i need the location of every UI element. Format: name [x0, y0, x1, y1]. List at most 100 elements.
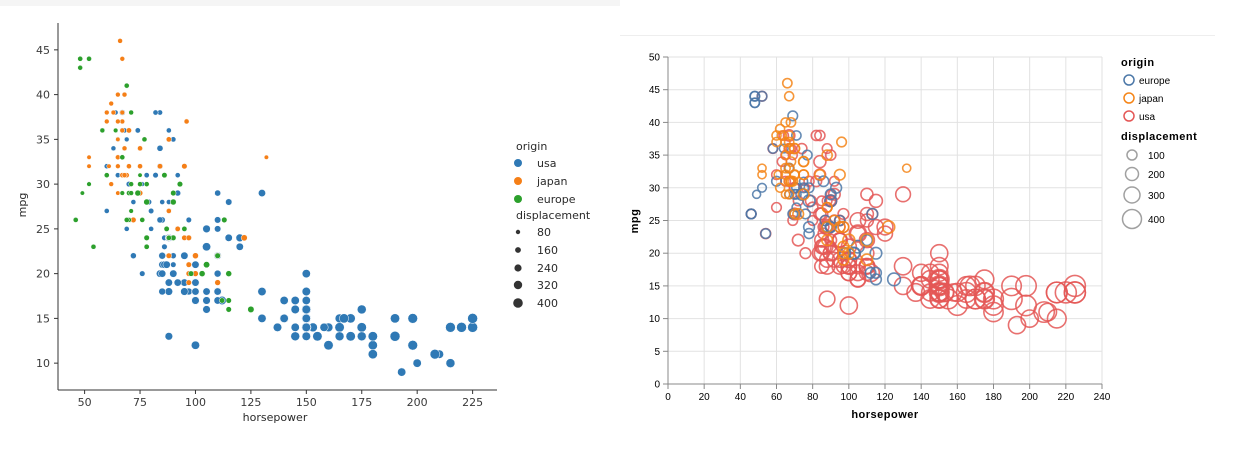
altair-y-tick-label: 0	[654, 380, 660, 391]
seaborn-point-japan	[174, 225, 181, 232]
seaborn-point-usa	[301, 313, 311, 323]
altair-top-divider	[620, 35, 1215, 36]
seaborn-point-usa	[159, 199, 166, 205]
seaborn-x-tick-label: 50	[78, 396, 92, 409]
altair-y-tick-label: 40	[649, 118, 661, 129]
seaborn-point-europe	[247, 305, 255, 313]
seaborn-point-europe	[143, 198, 150, 206]
seaborn-point-europe	[181, 226, 188, 232]
altair-point-japan	[821, 220, 834, 234]
altair-point-usa	[795, 142, 808, 155]
altair-grid	[667, 56, 1103, 385]
altair-legend-japan-label: japan	[1138, 94, 1163, 105]
seaborn-legend-hue-title: origin	[516, 140, 547, 153]
altair-point-europe	[817, 175, 830, 188]
seaborn-point-europe	[219, 297, 226, 304]
altair-point-europe	[869, 266, 883, 279]
seaborn-point-japan	[192, 252, 199, 260]
seaborn-x-tick-label: 100	[185, 396, 206, 409]
altair-x-axis-label: horsepower	[851, 409, 919, 421]
altair-x-ticks: 0 20 40 60 80 100 120 140 160 180 200 220 240	[665, 384, 1111, 403]
seaborn-point-japan	[263, 154, 269, 160]
seaborn-point-usa	[279, 296, 289, 305]
seaborn-point-japan	[157, 163, 163, 170]
altair-x-tick-label: 240	[1094, 392, 1111, 403]
seaborn-top-bar	[0, 0, 620, 6]
altair-y-tick-label: 15	[649, 281, 661, 292]
seaborn-legend-europe-label: europe	[537, 193, 576, 206]
seaborn-point-japan	[165, 252, 172, 259]
seaborn-point-usa	[214, 216, 222, 224]
seaborn-point-japan	[115, 136, 121, 142]
seaborn-point-japan	[185, 279, 192, 286]
altair-legend-size-400-label: 400	[1148, 215, 1165, 226]
altair-point-usa	[893, 256, 913, 276]
seaborn-point-europe	[119, 190, 125, 196]
seaborn-point-europe	[170, 190, 177, 197]
seaborn-legend-size-80-label: 80	[537, 226, 551, 239]
seaborn-y-tick-label: 45	[36, 44, 50, 57]
seaborn-point-usa	[290, 304, 300, 314]
altair-point-japan	[785, 175, 797, 187]
altair-point-europe	[756, 90, 768, 102]
seaborn-point-usa	[148, 207, 155, 214]
seaborn-point-usa	[162, 260, 171, 269]
altair-x-tick-label: 60	[771, 392, 783, 403]
altair-point-japan	[781, 77, 793, 89]
altair-point-usa	[920, 269, 940, 289]
altair-point-japan	[788, 142, 801, 155]
altair-point-usa	[813, 258, 830, 275]
altair-x-tick-label: 0	[665, 392, 671, 403]
seaborn-point-europe	[188, 270, 195, 277]
altair-point-japan	[774, 123, 786, 135]
altair-legend-size-title: displacement	[1121, 131, 1197, 143]
seaborn-point-japan	[185, 261, 192, 268]
altair-point-europe	[798, 182, 810, 194]
seaborn-point-usa	[224, 233, 233, 242]
altair-point-japan	[901, 163, 912, 174]
seaborn-scatter-chart: 50 75 100 125 150 175 200 225 1015202530354045 …	[16, 23, 591, 424]
altair-point-usa	[920, 263, 940, 283]
seaborn-point-usa	[367, 331, 378, 342]
seaborn-point-usa	[202, 296, 211, 305]
altair-point-europe	[790, 188, 802, 200]
altair-point-europe	[787, 110, 799, 122]
seaborn-point-usa	[445, 322, 456, 333]
altair-point-europe	[802, 220, 816, 234]
seaborn-x-tick-label: 75	[133, 396, 147, 409]
seaborn-legend-europe-swatch	[514, 195, 522, 203]
altair-point-japan	[783, 189, 795, 200]
altair-legend-usa-swatch	[1123, 110, 1135, 122]
altair-point-europe	[801, 149, 813, 161]
altair-point-japan	[783, 162, 795, 174]
altair-x-tick-label: 40	[735, 392, 747, 403]
seaborn-point-europe	[143, 243, 150, 250]
altair-point-usa	[1000, 287, 1023, 311]
seaborn-point-japan	[183, 118, 190, 125]
seaborn-point-europe	[143, 234, 150, 241]
seaborn-legend-size-240-swatch	[514, 264, 522, 272]
seaborn-point-europe	[163, 225, 170, 232]
seaborn-point-japan	[108, 181, 114, 187]
seaborn-point-usa	[169, 269, 178, 278]
altair-point-japan	[785, 156, 797, 168]
seaborn-point-usa	[164, 278, 173, 287]
seaborn-x-tick-label: 175	[351, 396, 372, 409]
altair-y-tick-label: 35	[649, 151, 661, 162]
seaborn-point-usa	[301, 322, 311, 332]
seaborn-point-usa	[164, 332, 173, 341]
altair-point-japan	[860, 233, 874, 248]
seaborn-point-europe	[139, 217, 146, 223]
seaborn-point-usa	[456, 322, 467, 333]
altair-point-usa	[868, 193, 884, 209]
seaborn-point-japan	[126, 163, 132, 170]
seaborn-point-japan	[185, 234, 192, 241]
seaborn-point-usa	[202, 287, 211, 296]
altair-y-tick-label: 20	[649, 249, 661, 260]
seaborn-point-usa	[390, 313, 400, 324]
altair-point-europe	[850, 239, 865, 254]
altair-point-usa	[803, 175, 815, 188]
seaborn-point-japan	[115, 163, 121, 169]
seaborn-point-usa	[407, 340, 418, 351]
seaborn-point-usa	[467, 313, 478, 324]
